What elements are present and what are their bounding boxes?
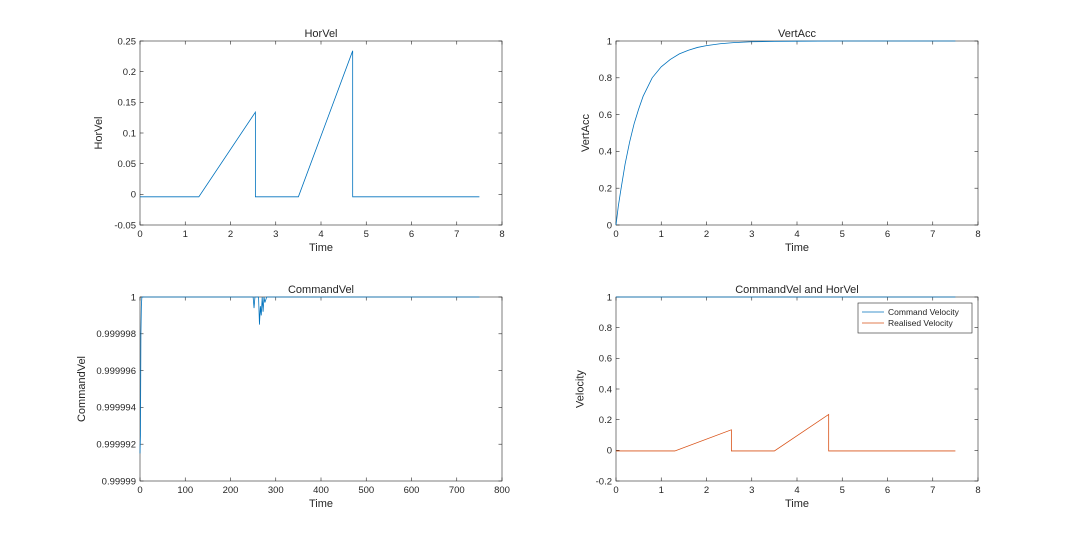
- y-tick-label: 0.8: [599, 323, 612, 334]
- x-tick-label: 500: [358, 485, 374, 496]
- x-tick-label: 1: [659, 485, 664, 496]
- legend-entry: Realised Velocity: [888, 318, 953, 328]
- y-tick-label: 0.6: [599, 110, 612, 121]
- y-tick-label: 0.1: [123, 128, 136, 139]
- x-tick-label: 800: [494, 485, 510, 496]
- x-tick-label: 8: [975, 229, 980, 240]
- y-tick-label: 0.999992: [96, 440, 136, 451]
- x-tick-label: 4: [794, 485, 799, 496]
- x-tick-label: 0: [613, 229, 618, 240]
- x-tick-label: 8: [499, 229, 504, 240]
- x-tick-label: 7: [930, 229, 935, 240]
- chart-title: HorVel: [304, 28, 337, 40]
- y-axis-label: HorVel: [93, 116, 105, 149]
- x-tick-label: 6: [885, 229, 890, 240]
- y-axis-label: Velocity: [575, 370, 587, 408]
- y-tick-label: 0.4: [599, 384, 612, 395]
- axes-box: [139, 296, 503, 482]
- x-tick-label: 2: [704, 229, 709, 240]
- y-tick-label: 0.2: [123, 67, 136, 78]
- x-tick-label: 0: [137, 485, 142, 496]
- series-line-2: [616, 413, 956, 452]
- axes-box: [139, 40, 503, 226]
- x-axis-label: Time: [309, 242, 333, 254]
- chart-title: VertAcc: [778, 28, 816, 40]
- y-tick-label: -0.05: [114, 220, 136, 231]
- x-tick-label: 600: [404, 485, 420, 496]
- series-line-1: [139, 296, 480, 454]
- y-tick-label: -0.2: [596, 476, 612, 487]
- y-tick-label: 1: [607, 292, 612, 303]
- legend-entry: Command Velocity: [888, 307, 960, 317]
- y-tick-label: 0.8: [599, 73, 612, 84]
- x-tick-label: 2: [704, 485, 709, 496]
- x-tick-label: 400: [313, 485, 329, 496]
- y-tick-label: 0.999996: [96, 366, 136, 377]
- x-tick-label: 0: [137, 229, 142, 240]
- x-tick-label: 1: [183, 229, 188, 240]
- x-tick-label: 7: [930, 485, 935, 496]
- subplot-2: 0 1 2 3 4 5 6 7 8 0 0.2 0.4 0.6 0.8 1 VertAcc Time VertAc…: [580, 28, 980, 254]
- x-axis-label: Time: [309, 498, 333, 510]
- y-axis-label: VertAcc: [580, 114, 592, 152]
- chart-title: CommandVel and HorVel: [735, 284, 859, 296]
- y-tick-label: 0.05: [118, 159, 137, 170]
- x-tick-label: 2: [228, 229, 233, 240]
- y-tick-label: 0: [607, 220, 612, 231]
- y-tick-label: 0.999998: [96, 329, 136, 340]
- x-tick-label: 3: [749, 485, 754, 496]
- y-tick-label: 1: [607, 36, 612, 47]
- x-tick-label: 5: [840, 229, 845, 240]
- x-tick-label: 0: [613, 485, 618, 496]
- axes-box: [615, 40, 979, 226]
- x-tick-label: 200: [223, 485, 239, 496]
- x-tick-label: 700: [449, 485, 465, 496]
- x-tick-label: 100: [177, 485, 193, 496]
- x-tick-label: 4: [794, 229, 799, 240]
- x-tick-label: 5: [364, 229, 369, 240]
- y-tick-label: 0: [131, 190, 136, 201]
- y-tick-label: 0.6: [599, 354, 612, 365]
- y-axis-label: CommandVel: [76, 356, 88, 422]
- y-tick-label: 0.4: [599, 147, 612, 158]
- x-tick-label: 3: [749, 229, 754, 240]
- y-tick-label: 0.99999: [102, 476, 136, 487]
- x-tick-label: 6: [885, 485, 890, 496]
- x-tick-label: 6: [409, 229, 414, 240]
- chart-title: CommandVel: [288, 284, 354, 296]
- y-tick-label: 1: [131, 292, 136, 303]
- x-tick-label: 3: [273, 229, 278, 240]
- x-tick-label: 5: [840, 485, 845, 496]
- x-tick-label: 1: [659, 229, 664, 240]
- subplot-3: 0 100 200 300 400 500 600 700 800 0.99999 0.999992…: [76, 284, 510, 510]
- x-tick-label: 4: [318, 229, 323, 240]
- x-tick-label: 300: [268, 485, 284, 496]
- y-tick-label: 0.15: [118, 98, 137, 109]
- legend-box: [857, 302, 973, 334]
- y-tick-label: 0: [607, 446, 612, 457]
- y-tick-label: 0.999994: [96, 403, 136, 414]
- y-tick-label: 0.25: [118, 36, 137, 47]
- x-axis-label: Time: [785, 498, 809, 510]
- series-line-1: [615, 40, 956, 226]
- x-tick-label: 7: [454, 229, 459, 240]
- series-line-1: [140, 50, 480, 198]
- x-axis-label: Time: [785, 242, 809, 254]
- y-tick-label: 0.2: [599, 184, 612, 195]
- x-tick-label: 8: [975, 485, 980, 496]
- y-tick-label: 0.2: [599, 415, 612, 426]
- subplot-1: 0 1 2 3 4 5 6 7 8-0.0500.050.10.150.20.25HorVelT…: [93, 28, 505, 254]
